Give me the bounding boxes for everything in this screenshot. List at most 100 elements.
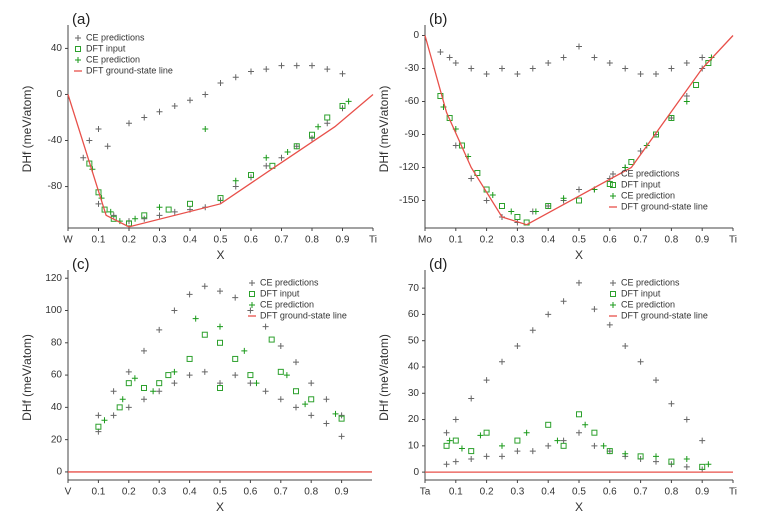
data-point <box>293 404 299 411</box>
data-point <box>141 215 148 222</box>
data-point <box>95 126 102 132</box>
data-point <box>338 415 345 422</box>
data-point <box>284 149 291 156</box>
data-point <box>622 450 629 457</box>
data-point <box>606 448 613 455</box>
data-point <box>606 60 613 66</box>
data-point <box>156 108 163 115</box>
data-point <box>622 65 629 72</box>
data-point <box>131 375 138 382</box>
data-point <box>693 82 700 88</box>
data-point <box>171 368 178 375</box>
data-point <box>232 355 239 362</box>
data-point <box>324 66 331 73</box>
data-point <box>452 60 459 66</box>
data-point <box>591 442 598 449</box>
data-point <box>125 404 132 411</box>
data-point <box>262 388 269 395</box>
data-point <box>345 98 352 105</box>
data-point <box>293 62 300 69</box>
data-point <box>468 455 475 462</box>
data-point <box>529 65 536 72</box>
data-point <box>545 421 552 428</box>
x-tick-label: 0.6 <box>603 487 617 498</box>
data-point <box>95 412 102 419</box>
data-point <box>110 212 117 219</box>
data-point <box>591 306 598 313</box>
data-point <box>309 131 315 138</box>
x-tick-label: 0.4 <box>183 235 197 246</box>
data-point <box>186 291 193 298</box>
x-tick-label: 0.7 <box>634 235 648 246</box>
data-point <box>186 372 193 379</box>
data-point <box>591 429 598 436</box>
data-point <box>606 181 613 187</box>
panel-label: (b) <box>429 11 447 28</box>
y-tick-label: 60 <box>408 309 420 320</box>
y-tick-label: 0 <box>56 467 62 478</box>
y-tick-label: -120 <box>399 162 419 173</box>
x-tick-label: 0.6 <box>244 235 258 246</box>
y-tick-label: 0 <box>413 30 419 41</box>
data-point <box>483 429 490 436</box>
data-point <box>324 114 331 121</box>
y-tick-label: 50 <box>408 335 420 346</box>
x-tick-label: 0.4 <box>541 235 555 246</box>
data-point <box>171 380 178 387</box>
legend-label: DFT ground-state line <box>621 201 708 211</box>
ground-state-line <box>67 93 374 228</box>
data-point <box>576 411 582 418</box>
y-tick-label: 20 <box>408 414 420 425</box>
data-point <box>468 65 475 72</box>
data-point <box>606 321 613 328</box>
legend-label: DFT ground-state line <box>621 310 708 320</box>
data-point <box>283 372 290 379</box>
data-point <box>576 43 582 50</box>
data-point <box>277 368 284 375</box>
data-point <box>263 154 270 161</box>
data-point <box>165 372 172 379</box>
x-axis-label: X <box>575 500 583 514</box>
data-point <box>582 421 589 428</box>
data-point <box>277 396 284 403</box>
data-point <box>452 142 459 149</box>
x-tick-label: Mo <box>418 235 432 246</box>
x-tick-label: 0.5 <box>213 487 227 498</box>
data-point <box>126 120 132 127</box>
data-point <box>653 458 659 465</box>
data-point <box>324 120 331 127</box>
data-point <box>171 208 178 215</box>
y-tick-label: 80 <box>51 337 63 348</box>
data-point <box>201 368 208 375</box>
data-point <box>315 123 322 130</box>
y-tick-label: 0 <box>413 467 419 478</box>
x-tick-label: Ta <box>420 487 431 498</box>
data-point <box>308 380 315 387</box>
x-tick-label: V <box>65 487 72 498</box>
data-point <box>668 458 675 465</box>
legend-swatch <box>610 182 616 188</box>
data-point <box>217 79 224 86</box>
data-point <box>622 164 629 171</box>
data-point <box>446 54 453 61</box>
legend-label: CE prediction <box>621 190 675 200</box>
data-point <box>187 200 193 207</box>
data-point <box>545 442 552 449</box>
data-point <box>477 432 484 439</box>
data-point <box>452 458 459 465</box>
data-point <box>141 396 147 403</box>
data-point <box>156 388 163 395</box>
data-point <box>278 154 285 161</box>
data-point <box>683 93 690 99</box>
x-tick-label: 0.2 <box>480 235 494 246</box>
data-point <box>247 372 254 379</box>
x-tick-label: 0.4 <box>541 487 555 498</box>
data-point <box>125 368 132 375</box>
legend-swatch <box>610 171 616 177</box>
data-point <box>499 203 505 209</box>
data-point <box>165 206 172 213</box>
data-point <box>699 463 706 470</box>
data-point <box>560 437 567 444</box>
data-point <box>95 423 102 430</box>
legend-swatch <box>610 280 616 286</box>
